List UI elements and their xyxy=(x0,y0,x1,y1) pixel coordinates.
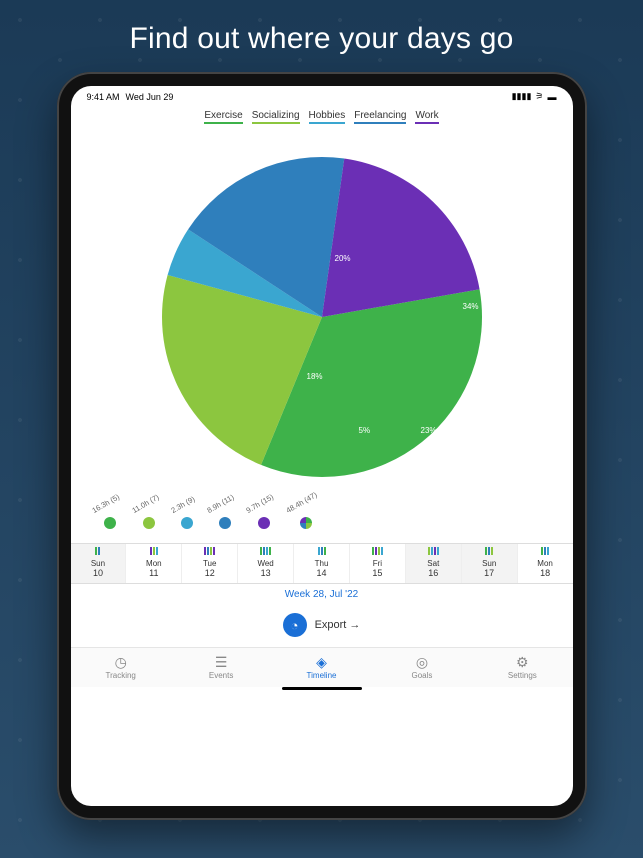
battery-icon: ▬ xyxy=(548,92,557,102)
tab-label: Timeline xyxy=(307,671,337,680)
legend-item[interactable]: Work xyxy=(415,110,438,124)
slice-label: 34% xyxy=(463,302,479,311)
hours-item: 9.7h (15) xyxy=(249,506,279,529)
tab-label: Settings xyxy=(508,671,537,680)
pie-chart: 34% 23% 5% 18% 20% xyxy=(71,132,573,502)
pie-svg xyxy=(152,147,492,487)
goals-icon: ◎ xyxy=(416,655,428,669)
day-cell[interactable]: Sun10 xyxy=(71,544,127,583)
legend-item[interactable]: Freelancing xyxy=(354,110,406,124)
pie-icon: ◔ xyxy=(283,613,307,637)
hours-item: 11.0h (7) xyxy=(135,506,164,529)
hours-item: 16.3h (5) xyxy=(95,506,125,529)
tab-settings[interactable]: ⚙ Settings xyxy=(472,655,572,680)
category-legend: Exercise Socializing Hobbies Freelancing Wor… xyxy=(71,104,573,132)
hours-item: 8.9h (11) xyxy=(210,506,239,529)
week-label: Week 28, Jul '22 xyxy=(71,584,573,605)
slice-label: 5% xyxy=(359,426,371,435)
status-bar: 9:41 AM Wed Jun 29 ▮▮▮▮ ⚞ ▬ xyxy=(71,86,573,104)
slice-label: 20% xyxy=(335,254,351,263)
day-cell[interactable]: Mon11 xyxy=(126,544,182,583)
legend-item[interactable]: Exercise xyxy=(204,110,242,124)
screen: 9:41 AM Wed Jun 29 ▮▮▮▮ ⚞ ▬ Exercise Soci… xyxy=(71,86,573,806)
settings-icon: ⚙ xyxy=(516,655,529,669)
timeline-icon: ◈ xyxy=(316,655,327,669)
slice-label: 18% xyxy=(307,372,323,381)
tab-label: Goals xyxy=(411,671,432,680)
export-label[interactable]: Export → xyxy=(315,619,361,631)
wifi-icon: ⚞ xyxy=(535,91,543,102)
day-cell[interactable]: Fri15 xyxy=(350,544,406,583)
tablet-frame: 9:41 AM Wed Jun 29 ▮▮▮▮ ⚞ ▬ Exercise Soci… xyxy=(57,72,587,820)
export-row[interactable]: ◔ Export → xyxy=(71,605,573,647)
events-icon: ☰ xyxy=(215,655,228,669)
day-cell[interactable]: Thu14 xyxy=(294,544,350,583)
slice-label: 23% xyxy=(421,426,437,435)
tab-events[interactable]: ☰ Events xyxy=(171,655,271,680)
tracking-icon: ◷ xyxy=(115,655,127,669)
week-row: Sun10Mon11Tue12Wed13Thu14Fri15Sat16Sun17… xyxy=(71,543,573,584)
hours-item: 48.4h (47) xyxy=(289,506,323,529)
legend-item[interactable]: Hobbies xyxy=(309,110,346,124)
status-time: 9:41 AM xyxy=(87,92,120,102)
tab-goals[interactable]: ◎ Goals xyxy=(372,655,472,680)
hours-legend: 16.3h (5) 11.0h (7) 2.3h (9) 8.9h (11) 9.7h … xyxy=(71,502,573,537)
home-indicator xyxy=(282,687,362,690)
tab-label: Tracking xyxy=(106,671,136,680)
tab-timeline[interactable]: ◈ Timeline xyxy=(271,655,371,680)
pie-slice[interactable] xyxy=(322,159,480,317)
day-cell[interactable]: Sun17 xyxy=(462,544,518,583)
day-cell[interactable]: Mon18 xyxy=(518,544,573,583)
day-cell[interactable]: Wed13 xyxy=(238,544,294,583)
tab-tracking[interactable]: ◷ Tracking xyxy=(71,655,171,680)
status-date: Wed Jun 29 xyxy=(126,92,174,102)
tab-bar: ◷ Tracking ☰ Events ◈ Timeline ◎ Goals ⚙ Settings xyxy=(71,647,573,687)
day-cell[interactable]: Sat16 xyxy=(406,544,462,583)
headline: Find out where your days go xyxy=(0,0,643,72)
status-indicators: ▮▮▮▮ ⚞ ▬ xyxy=(512,91,557,102)
hours-item: 2.3h (9) xyxy=(174,506,200,529)
tab-label: Events xyxy=(209,671,233,680)
legend-item[interactable]: Socializing xyxy=(252,110,300,124)
signal-icon: ▮▮▮▮ xyxy=(512,91,532,102)
day-cell[interactable]: Tue12 xyxy=(182,544,238,583)
